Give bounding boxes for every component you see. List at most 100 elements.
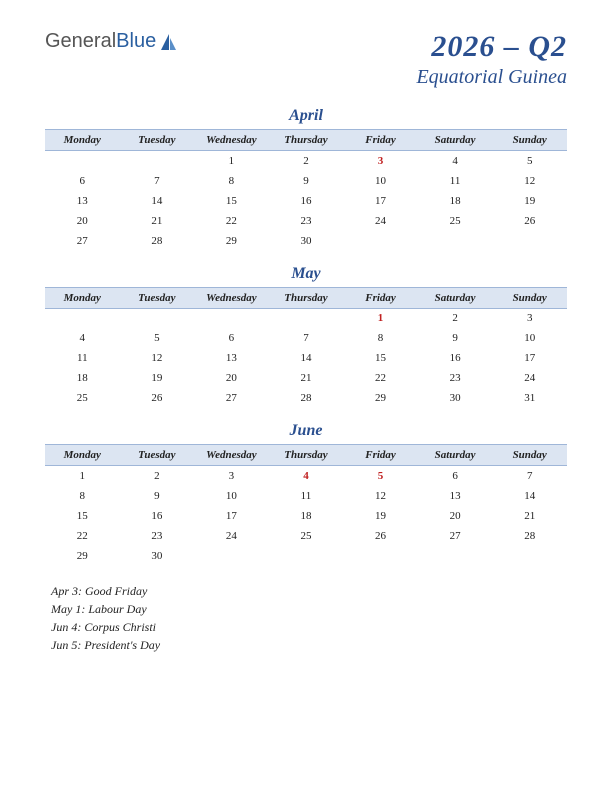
calendar-cell: 17 [194, 506, 269, 526]
weekday-header: Friday [343, 287, 418, 308]
calendar-table: MondayTuesdayWednesdayThursdayFridaySatu… [45, 129, 567, 251]
calendar-cell: 25 [269, 526, 344, 546]
calendar-row: 45678910 [45, 328, 567, 348]
calendar-cell [269, 546, 344, 566]
calendar-cell: 17 [343, 191, 418, 211]
calendar-cell: 10 [492, 328, 567, 348]
calendar-cell: 23 [418, 368, 493, 388]
weekday-header: Monday [45, 130, 120, 151]
calendar-cell: 21 [269, 368, 344, 388]
calendar-cell: 30 [120, 546, 195, 566]
calendar-cell [418, 231, 493, 251]
calendar-cell: 28 [269, 388, 344, 408]
calendar-cell: 20 [45, 211, 120, 231]
calendar-cell: 28 [120, 231, 195, 251]
calendar-cell: 14 [492, 486, 567, 506]
calendar-cell: 23 [120, 526, 195, 546]
calendar-cell: 2 [120, 466, 195, 486]
calendar-cell [194, 308, 269, 328]
calendar-cell [120, 151, 195, 171]
calendar-cell: 25 [45, 388, 120, 408]
calendar-cell: 10 [194, 486, 269, 506]
calendar-cell: 8 [194, 171, 269, 191]
calendar-cell: 2 [269, 151, 344, 171]
calendar-cell: 3 [492, 308, 567, 328]
calendar-table: MondayTuesdayWednesdayThursdayFridaySatu… [45, 444, 567, 566]
weekday-header: Sunday [492, 287, 567, 308]
weekday-header: Thursday [269, 445, 344, 466]
calendar-cell: 13 [418, 486, 493, 506]
calendar-cell: 2 [418, 308, 493, 328]
calendar-cell: 6 [45, 171, 120, 191]
country-title: Equatorial Guinea [416, 66, 567, 89]
weekday-header: Saturday [418, 287, 493, 308]
weekday-header: Tuesday [120, 287, 195, 308]
calendar-cell: 18 [269, 506, 344, 526]
month-name: June [45, 422, 567, 440]
weekday-header: Wednesday [194, 445, 269, 466]
calendar-cell: 28 [492, 526, 567, 546]
holiday-list: Apr 3: Good FridayMay 1: Labour DayJun 4… [45, 582, 567, 654]
calendar-cell: 8 [343, 328, 418, 348]
calendar-cell: 26 [492, 211, 567, 231]
calendar-table: MondayTuesdayWednesdayThursdayFridaySatu… [45, 287, 567, 409]
calendar-cell: 19 [120, 368, 195, 388]
calendar-cell: 4 [269, 466, 344, 486]
calendars-container: AprilMondayTuesdayWednesdayThursdayFrida… [45, 107, 567, 566]
calendar-cell: 30 [418, 388, 493, 408]
weekday-header: Wednesday [194, 287, 269, 308]
calendar-cell: 7 [492, 466, 567, 486]
calendar-cell: 8 [45, 486, 120, 506]
calendar-cell: 27 [194, 388, 269, 408]
calendar-cell: 24 [194, 526, 269, 546]
weekday-header: Monday [45, 287, 120, 308]
weekday-header: Sunday [492, 130, 567, 151]
calendar-cell: 6 [194, 328, 269, 348]
calendar-cell: 29 [45, 546, 120, 566]
calendar-row: 12345 [45, 151, 567, 171]
calendar-row: 25262728293031 [45, 388, 567, 408]
calendar-cell: 19 [343, 506, 418, 526]
calendar-cell: 3 [343, 151, 418, 171]
calendar-cell [194, 546, 269, 566]
weekday-header: Tuesday [120, 130, 195, 151]
calendar-cell: 26 [343, 526, 418, 546]
calendar-cell: 29 [194, 231, 269, 251]
logo-sail-icon [159, 32, 177, 52]
calendar-row: 18192021222324 [45, 368, 567, 388]
calendar-cell: 13 [45, 191, 120, 211]
calendar-cell: 4 [418, 151, 493, 171]
header: GeneralBlue 2026 – Q2 Equatorial Guinea [45, 30, 567, 89]
calendar-row: 27282930 [45, 231, 567, 251]
calendar-cell: 14 [120, 191, 195, 211]
calendar-cell: 4 [45, 328, 120, 348]
calendar-cell: 7 [269, 328, 344, 348]
calendar-cell: 14 [269, 348, 344, 368]
calendar-cell: 12 [120, 348, 195, 368]
calendar-cell: 21 [492, 506, 567, 526]
calendar-cell: 16 [418, 348, 493, 368]
weekday-header: Saturday [418, 445, 493, 466]
holiday-entry: Apr 3: Good Friday [51, 582, 567, 600]
calendar-cell [45, 308, 120, 328]
calendar-cell: 7 [120, 171, 195, 191]
calendar-row: 15161718192021 [45, 506, 567, 526]
title-block: 2026 – Q2 Equatorial Guinea [416, 30, 567, 89]
holiday-entry: May 1: Labour Day [51, 600, 567, 618]
calendar-cell: 20 [194, 368, 269, 388]
calendar-cell: 31 [492, 388, 567, 408]
calendar-row: 11121314151617 [45, 348, 567, 368]
calendar-row: 2930 [45, 546, 567, 566]
calendar-cell: 16 [120, 506, 195, 526]
calendar-cell: 16 [269, 191, 344, 211]
calendar-cell: 15 [194, 191, 269, 211]
calendar-cell: 5 [492, 151, 567, 171]
calendar-cell [120, 308, 195, 328]
calendar-cell: 15 [45, 506, 120, 526]
weekday-header: Thursday [269, 287, 344, 308]
calendar-cell: 21 [120, 211, 195, 231]
calendar-cell: 1 [343, 308, 418, 328]
calendar-cell: 25 [418, 211, 493, 231]
weekday-header: Tuesday [120, 445, 195, 466]
calendar-cell: 11 [269, 486, 344, 506]
